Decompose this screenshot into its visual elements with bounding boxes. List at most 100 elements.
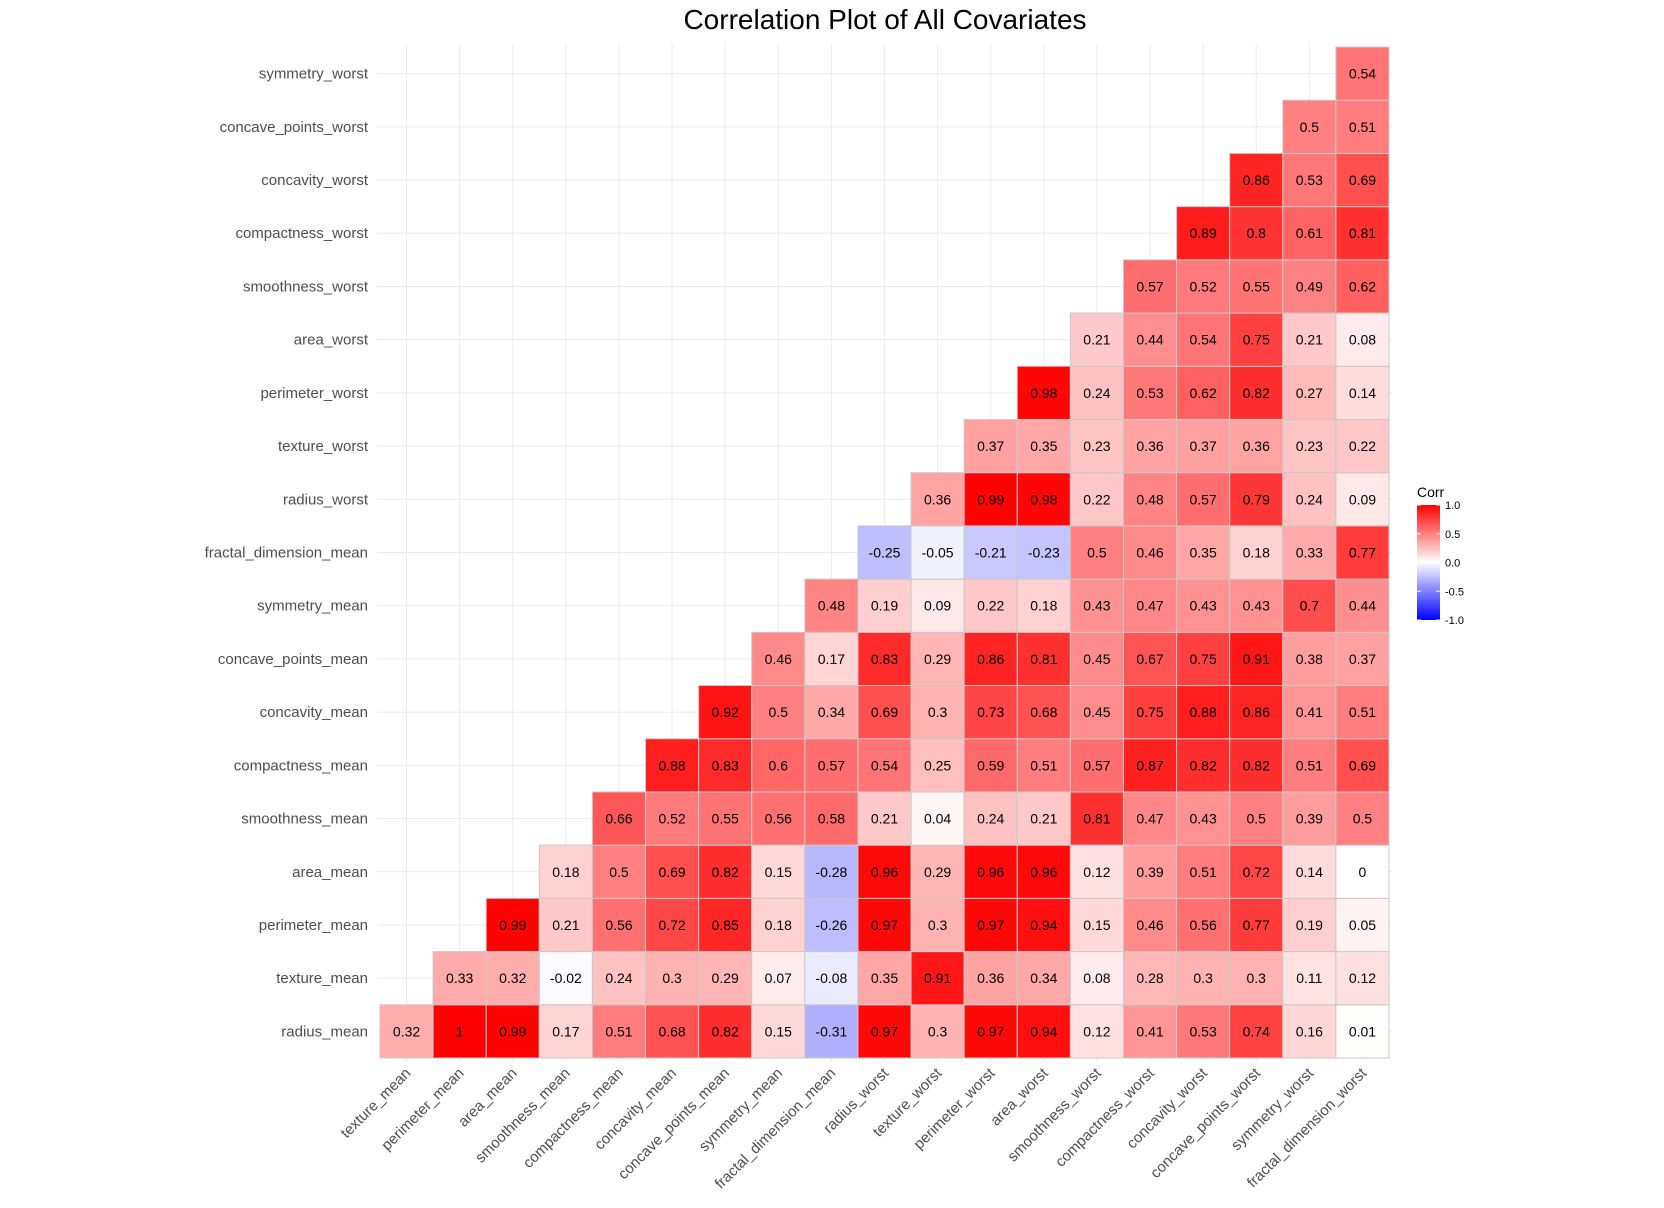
heatmap-cell bbox=[1229, 312, 1284, 367]
cell-value-label: 0.94 bbox=[1030, 1023, 1057, 1039]
cell-value-label: 0.83 bbox=[712, 757, 739, 773]
cell-value-label: 0.57 bbox=[1136, 278, 1163, 294]
cell-value-label: -0.08 bbox=[815, 970, 847, 986]
cell-value-label: 0.91 bbox=[1243, 651, 1270, 667]
y-tick-label: compactness_worst bbox=[235, 225, 368, 242]
heatmap-cell bbox=[698, 738, 753, 793]
cell-value-label: -0.05 bbox=[922, 545, 954, 561]
cell-value-label: 0.91 bbox=[924, 970, 951, 986]
cell-value-label: 0.21 bbox=[552, 917, 579, 933]
heatmap-cell bbox=[1335, 312, 1390, 367]
heatmap-cell bbox=[910, 685, 965, 740]
cell-value-label: 0.22 bbox=[977, 598, 1004, 614]
cell-value-label: -0.21 bbox=[975, 545, 1007, 561]
cell-value-label: 0.81 bbox=[1030, 651, 1057, 667]
cell-value-label: 0.96 bbox=[977, 864, 1004, 880]
cell-value-label: 0.53 bbox=[1190, 1023, 1217, 1039]
heatmap-cell bbox=[1122, 365, 1178, 420]
cell-value-label: 0.74 bbox=[1243, 1023, 1270, 1039]
cell-value-label: 0.81 bbox=[1349, 225, 1376, 241]
cell-value-label: 0.68 bbox=[658, 1023, 685, 1039]
x-tick-label: smoothness_worst bbox=[1004, 1064, 1105, 1165]
heatmap-cells: 0.32 1 0.99 0.17 0.51 0.68 0.82 0.15 -0.31 0.97 0.… bbox=[379, 46, 1390, 1059]
heatmap-cell bbox=[1016, 844, 1071, 899]
heatmap-cell bbox=[804, 1004, 859, 1059]
cell-value-label: 0.23 bbox=[1296, 438, 1323, 454]
heatmap-cell bbox=[910, 844, 965, 899]
y-tick-label: radius_mean bbox=[281, 1023, 368, 1040]
cell-value-label: 0.69 bbox=[1349, 172, 1376, 188]
heatmap-cell bbox=[1069, 951, 1124, 1006]
heatmap-cell bbox=[591, 897, 647, 953]
cell-value-label: 0.46 bbox=[765, 651, 792, 667]
cell-value-label: 0.3 bbox=[1247, 970, 1267, 986]
heatmap-cell bbox=[1122, 738, 1178, 793]
cell-value-label: 0.87 bbox=[1136, 757, 1163, 773]
heatmap-cell bbox=[1282, 206, 1337, 261]
cell-value-label: 0.17 bbox=[552, 1023, 579, 1039]
cell-value-label: 0.77 bbox=[1349, 545, 1376, 561]
heatmap-cell bbox=[1069, 418, 1124, 474]
y-tick-label: texture_worst bbox=[278, 438, 369, 455]
heatmap-cell bbox=[857, 791, 912, 846]
cell-value-label: 0.99 bbox=[977, 491, 1004, 507]
cell-value-label: 0.99 bbox=[499, 917, 526, 933]
heatmap-cell bbox=[1016, 1004, 1071, 1059]
heatmap-cell bbox=[1176, 259, 1231, 314]
cell-value-label: 0.82 bbox=[712, 864, 739, 880]
heatmap-cell bbox=[1176, 631, 1231, 687]
cell-value-label: 0.09 bbox=[1349, 491, 1376, 507]
heatmap-cell bbox=[857, 685, 912, 740]
heatmap-cell bbox=[538, 951, 593, 1006]
cell-value-label: 0.97 bbox=[871, 917, 898, 933]
heatmap-cell bbox=[1335, 525, 1390, 580]
cell-value-label: 0.5 bbox=[609, 864, 629, 880]
heatmap-cell bbox=[1335, 418, 1390, 474]
heatmap-cell bbox=[963, 897, 1018, 953]
heatmap-cell bbox=[1282, 152, 1337, 208]
cell-value-label: -0.02 bbox=[550, 970, 582, 986]
cell-value-label: 0.86 bbox=[977, 651, 1004, 667]
cell-value-label: 0.5 bbox=[1087, 545, 1107, 561]
cell-value-label: 0.79 bbox=[1243, 491, 1270, 507]
cell-value-label: 0.48 bbox=[818, 598, 845, 614]
heatmap-cell bbox=[1229, 1004, 1284, 1059]
cell-value-label: 0.15 bbox=[765, 1023, 792, 1039]
cell-value-label: 0.3 bbox=[1193, 970, 1213, 986]
heatmap-cell bbox=[1229, 685, 1284, 740]
cell-value-label: 0.46 bbox=[1136, 917, 1163, 933]
legend-tick-label: 0.0 bbox=[1445, 558, 1460, 570]
cell-value-label: -0.23 bbox=[1028, 545, 1060, 561]
cell-value-label: 0.83 bbox=[871, 651, 898, 667]
legend-title: Corr bbox=[1417, 484, 1445, 500]
cell-value-label: 0.32 bbox=[393, 1023, 420, 1039]
cell-value-label: 0.44 bbox=[1349, 598, 1376, 614]
cell-value-label: 0.46 bbox=[1136, 545, 1163, 561]
cell-value-label: 0.54 bbox=[1190, 332, 1217, 348]
heatmap-cell bbox=[645, 791, 700, 846]
cell-value-label: 0.28 bbox=[1136, 970, 1163, 986]
cell-value-label: 0.5 bbox=[1353, 811, 1373, 827]
heatmap-cell bbox=[1122, 259, 1178, 314]
heatmap-cell bbox=[1069, 844, 1124, 899]
y-tick-label: compactness_mean bbox=[234, 757, 368, 774]
cell-value-label: 0.82 bbox=[1243, 757, 1270, 773]
cell-value-label: 0.85 bbox=[712, 917, 739, 933]
cell-value-label: 0.97 bbox=[977, 917, 1004, 933]
cell-value-label: 0.52 bbox=[658, 811, 685, 827]
cell-value-label: 0.21 bbox=[1296, 332, 1323, 348]
heatmap-cell bbox=[1016, 685, 1071, 740]
cell-value-label: 0.53 bbox=[1136, 385, 1163, 401]
cell-value-label: 0.69 bbox=[658, 864, 685, 880]
heatmap-cell bbox=[1122, 685, 1178, 740]
cell-value-label: 0.55 bbox=[712, 811, 739, 827]
cell-value-label: 0.73 bbox=[977, 704, 1004, 720]
heatmap-cell bbox=[751, 791, 806, 846]
heatmap-cell bbox=[1282, 99, 1337, 154]
cell-value-label: 0.6 bbox=[769, 757, 789, 773]
cell-value-label: 0.43 bbox=[1243, 598, 1270, 614]
cell-value-label: 0.8 bbox=[1247, 225, 1267, 241]
cell-value-label: 0.12 bbox=[1083, 1023, 1110, 1039]
heatmap-cell bbox=[1335, 951, 1390, 1006]
